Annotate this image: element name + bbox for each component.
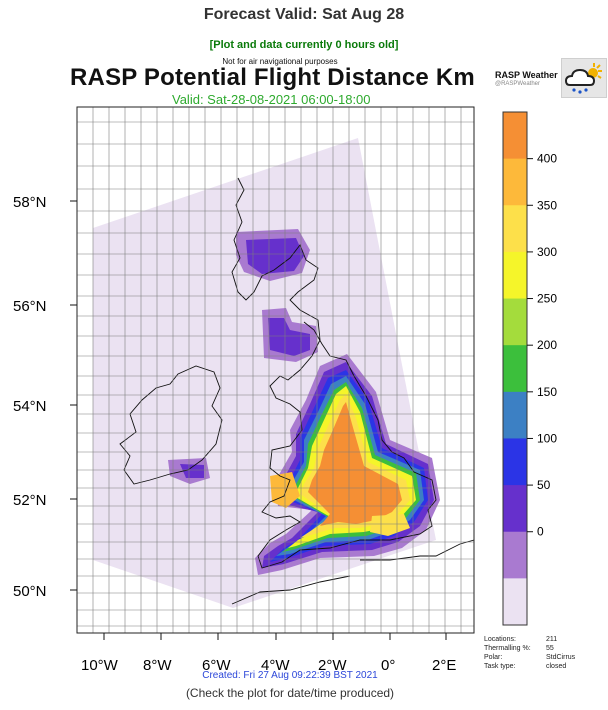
created-timestamp: Created: Fri 27 Aug 09:22:39 BST 2021 <box>202 670 378 681</box>
colorbar-tick-label: 150 <box>537 385 557 399</box>
colorbar-segment <box>503 205 527 253</box>
info-label-thermalling: Thermalling %: <box>484 645 531 652</box>
colorbar-segment <box>503 438 527 486</box>
scotland-north-core <box>246 238 304 274</box>
info-value-task: closed <box>546 663 567 670</box>
colorbar-segment <box>503 345 527 393</box>
brand-logo <box>561 58 607 98</box>
colorbar-tick-label: 0 <box>537 525 544 539</box>
navigation-disclaimer: Not for air navigational purposes <box>222 57 338 66</box>
colorbar-tick-label: 300 <box>537 245 557 259</box>
info-label-polar: Polar: <box>484 654 503 661</box>
brand-name: RASP Weather <box>495 70 558 80</box>
check-note: (Check the plot for date/time produced) <box>185 686 395 700</box>
lon-label-2e: 2°E <box>432 657 456 674</box>
scotland-south-core <box>268 318 310 356</box>
colorbar-tick-label: 250 <box>537 292 557 306</box>
colorbar-segment <box>503 251 527 300</box>
colorbar-tick-label: 350 <box>537 198 557 212</box>
data-age-note: [Plot and data currently 0 hours old] <box>209 39 399 51</box>
colorbar-tick-label: 400 <box>537 152 557 166</box>
south-patch <box>370 514 410 536</box>
info-value-polar: StdCirrus <box>546 654 576 661</box>
lat-ticks <box>70 200 77 591</box>
lat-label-54: 54°N <box>13 398 47 415</box>
info-value-locations: 211 <box>546 636 558 643</box>
lat-label-50: 50°N <box>13 583 47 600</box>
plot-title: RASP Potential Flight Distance Km <box>70 64 475 91</box>
colorbar-segment <box>503 578 527 626</box>
ireland-core <box>180 464 204 478</box>
info-value-thermalling: 55 <box>546 645 554 652</box>
info-label-locations: Locations: <box>484 636 516 643</box>
colorbar-tick-label: 200 <box>537 338 557 352</box>
lon-label-2w: 2°W <box>318 657 347 674</box>
england-band-400 <box>308 402 402 526</box>
page-title: Forecast Valid: Sat Aug 28 <box>203 6 405 23</box>
lon-label-6w: 6°W <box>202 657 231 674</box>
lon-label-0: 0° <box>381 657 395 674</box>
info-label-task: Task type: <box>484 663 516 670</box>
coastline <box>119 177 474 605</box>
colorbar-segment <box>503 112 527 160</box>
grid-lines <box>77 107 474 633</box>
lat-label-56: 56°N <box>13 298 47 315</box>
lat-label-52: 52°N <box>13 492 47 509</box>
lon-label-8w: 8°W <box>143 657 172 674</box>
cloud-sun-rain-icon <box>564 63 602 94</box>
colorbar-segment <box>503 531 527 579</box>
colorbar-segment <box>503 158 527 206</box>
colorbar-tick-label: 100 <box>537 431 557 445</box>
colorbar-labels: 400 350 300 250 200 150 100 50 0 <box>527 152 557 539</box>
lat-label-58: 58°N <box>13 194 47 211</box>
lon-ticks <box>103 633 447 640</box>
colorbar <box>503 112 527 626</box>
colorbar-segment <box>503 391 527 439</box>
colorbar-tick-label: 50 <box>537 478 551 492</box>
lon-label-4w: 4°W <box>261 657 290 674</box>
colorbar-frame <box>502 111 528 626</box>
colorbar-segment <box>503 485 527 533</box>
brand-handle: @RASPWeather <box>495 81 540 87</box>
colorbar-segment <box>503 298 527 346</box>
lon-label-10w: 10°W <box>81 657 119 674</box>
valid-time: Valid: Sat-28-08-2021 06:00-18:00 <box>172 92 371 107</box>
